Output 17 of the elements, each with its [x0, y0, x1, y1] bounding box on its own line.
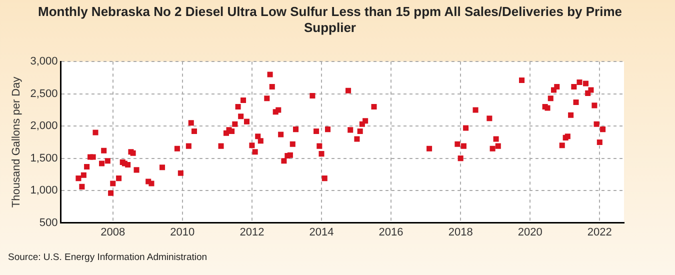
- y-tick-label: 3,000: [30, 56, 58, 68]
- y-tick-label: 1,500: [30, 152, 58, 164]
- y-tick-label: 1,000: [30, 184, 58, 197]
- x-tick-label: 2020: [518, 226, 542, 238]
- x-tick-label: 2016: [378, 226, 404, 238]
- x-tick-label: 2014: [309, 226, 334, 238]
- chart-title: Monthly Nebraska No 2 Diesel Ultra Low Sulfur Less than 15 ppm All Sales/Deliveries by Prime Supplier: [37, 4, 623, 36]
- source-note: Source: U.S. Energy Information Administration: [8, 252, 208, 263]
- x-tick-label: 2008: [100, 226, 126, 238]
- x-tick-label: 2022: [587, 226, 612, 238]
- x-tick-label: 2018: [448, 226, 473, 238]
- y-tick-label: 500: [39, 216, 58, 229]
- y-tick-label: 2,000: [30, 120, 58, 132]
- y-axis-title: Thousand Gallons per Day: [10, 76, 23, 208]
- x-tick-label: 2010: [170, 226, 195, 238]
- y-tick-label: 2,500: [30, 88, 58, 100]
- x-tick-label: 2012: [240, 226, 264, 238]
